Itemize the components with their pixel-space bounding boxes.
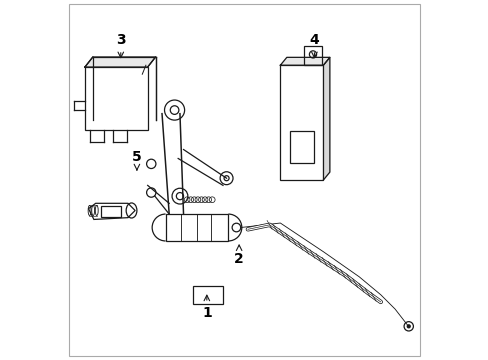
Text: 1: 1	[202, 295, 211, 320]
Text: 4: 4	[309, 33, 319, 58]
Polygon shape	[323, 57, 329, 180]
Circle shape	[407, 325, 409, 328]
Polygon shape	[85, 57, 155, 67]
Text: 5: 5	[132, 150, 142, 170]
Text: 3: 3	[116, 33, 125, 58]
Text: 2: 2	[234, 245, 244, 266]
Polygon shape	[280, 57, 329, 65]
